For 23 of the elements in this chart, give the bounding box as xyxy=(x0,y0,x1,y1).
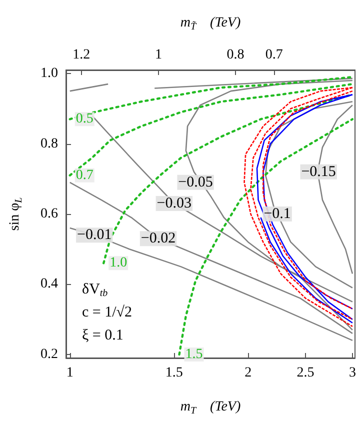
x-tick-label: 2.5 xyxy=(296,366,314,380)
y-tick-label: 0.4 xyxy=(40,276,58,292)
x-tick-label: 2 xyxy=(244,366,252,380)
x-tick-label: 1.5 xyxy=(165,366,183,380)
y-tick-label: 0.2 xyxy=(40,346,58,362)
x-tick-label: 3 xyxy=(348,366,356,380)
annotation: c = 1/√2 xyxy=(82,304,132,320)
annotation: ξ = 0.1 xyxy=(82,328,124,344)
y-tick-label: 0.6 xyxy=(40,206,58,222)
y-tick-label: 0.8 xyxy=(40,136,58,152)
y-tick-label: 1.0 xyxy=(40,66,58,82)
annotation: −0.1 xyxy=(264,206,291,222)
x2-tick-label: 1.2 xyxy=(72,48,90,62)
series-label: 0.7 xyxy=(76,168,94,183)
y-axis-title: sin φL xyxy=(8,196,24,231)
x-tick-label: 1 xyxy=(66,366,74,380)
annotation: −0.05 xyxy=(178,174,213,190)
x2-tick-label: 0.8 xyxy=(226,48,244,62)
x2-tick-label: 0.7 xyxy=(265,48,283,62)
series-label: 1.0 xyxy=(110,256,128,271)
series-label: 0.5 xyxy=(76,112,94,127)
series-label: 1.5 xyxy=(185,346,203,362)
x2-tick-label: 1 xyxy=(154,48,162,62)
